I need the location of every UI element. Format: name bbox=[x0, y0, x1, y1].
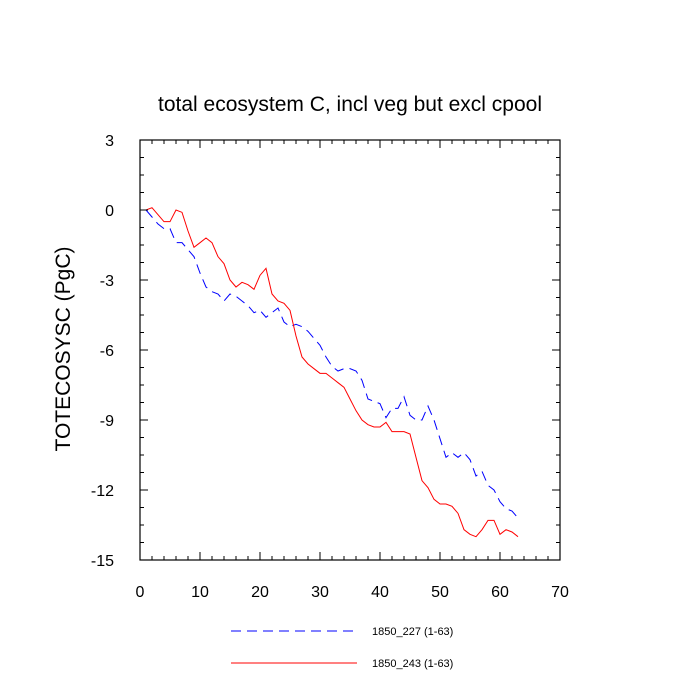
axis-ticks bbox=[139, 139, 561, 561]
plot-series bbox=[145, 207, 519, 538]
y-tick-label: 3 bbox=[105, 133, 114, 150]
y-tick-label: -6 bbox=[100, 343, 114, 360]
y-tick-label: 0 bbox=[105, 203, 114, 220]
x-tick-label: 40 bbox=[371, 584, 389, 601]
y-axis-label: TOTECOSYSC (PgC) bbox=[52, 247, 75, 452]
x-tick-label: 0 bbox=[136, 584, 145, 601]
x-tick-label: 70 bbox=[551, 584, 569, 601]
legend-label-2: 1850_243 (1-63) bbox=[372, 658, 453, 670]
x-tick-labels: 0 10 20 30 40 50 60 70 bbox=[136, 584, 569, 601]
plot-frame bbox=[139, 139, 561, 561]
x-tick-label: 30 bbox=[311, 584, 329, 601]
x-tick-label: 50 bbox=[431, 584, 449, 601]
x-tick-label: 10 bbox=[191, 584, 209, 601]
series-line-1 bbox=[145, 209, 519, 519]
y-tick-labels: 3 0 -3 -6 -9 -12 -15 bbox=[91, 133, 114, 570]
series-line-2 bbox=[145, 207, 519, 538]
y-tick-label: -9 bbox=[100, 413, 114, 430]
chart-title: total ecosystem C, incl veg but excl cpo… bbox=[158, 93, 542, 116]
y-tick-label: -3 bbox=[100, 273, 114, 290]
legend: 1850_227 (1-63) 1850_243 (1-63) bbox=[231, 626, 453, 670]
x-tick-label: 20 bbox=[251, 584, 269, 601]
x-tick-label: 60 bbox=[491, 584, 509, 601]
legend-label-1: 1850_227 (1-63) bbox=[372, 626, 453, 638]
y-tick-label: -15 bbox=[91, 553, 114, 570]
y-tick-label: -12 bbox=[91, 483, 114, 500]
